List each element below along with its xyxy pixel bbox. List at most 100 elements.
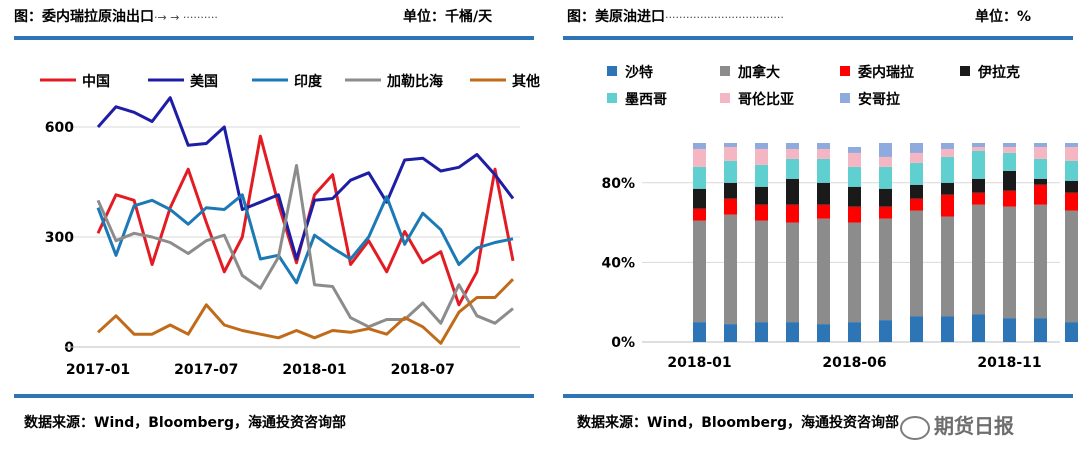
- stacked-bar-segment: [910, 162, 923, 185]
- stacked-bar-segment: [817, 148, 830, 159]
- stacked-bar-segment: [879, 188, 892, 207]
- legend-label: 加拿大: [737, 64, 780, 81]
- stacked-bar-segment: [1003, 206, 1016, 319]
- stacked-bar-segment: [1065, 192, 1078, 211]
- left-chart-unit: 单位：千桶/天: [403, 9, 493, 25]
- stacked-bar-segment: [724, 198, 737, 215]
- stacked-bar-segment: [972, 204, 985, 315]
- stacked-bar-segment: [972, 192, 985, 205]
- y-tick-label: 80%: [601, 176, 635, 192]
- stacked-bar-segment: [693, 148, 706, 167]
- stacked-bar-segment: [1034, 158, 1047, 179]
- stacked-bar-segment: [1003, 152, 1016, 171]
- stacked-bar-segment: [755, 220, 768, 323]
- legend-swatch: [607, 66, 617, 76]
- stacked-bar-segment: [755, 204, 768, 221]
- stacked-bar-segment: [1034, 146, 1047, 159]
- legend-label: 伊拉克: [977, 64, 1020, 81]
- stacked-bar-segment: [941, 182, 954, 195]
- stacked-bar-segment: [1065, 322, 1078, 342]
- stacked-bar-segment: [848, 186, 861, 207]
- stacked-bar-segment: [1034, 318, 1047, 342]
- stacked-bar-segment: [786, 148, 799, 159]
- series-line: [96, 164, 514, 329]
- left-title-rule: [14, 36, 534, 40]
- watermark-logo: 期货日报: [900, 410, 1014, 440]
- stacked-bar-segment: [1034, 204, 1047, 319]
- y-tick-label: 40%: [601, 255, 635, 271]
- stacked-bar-segment: [817, 204, 830, 219]
- stacked-bar-segment: [693, 143, 706, 149]
- stacked-bar-segment: [817, 158, 830, 183]
- y-tick-label: 0: [64, 340, 74, 356]
- stacked-bar-segment: [941, 143, 954, 149]
- stacked-bar-segment: [724, 182, 737, 199]
- stacked-bar-segment: [1003, 170, 1016, 191]
- stacked-bar-segment: [910, 152, 923, 163]
- legend-label: 美国: [190, 73, 218, 90]
- stacked-bar-segment: [1065, 160, 1078, 181]
- stacked-bar-segment: [848, 152, 861, 167]
- left-bottom-rule: [14, 394, 534, 398]
- legend-swatch: [840, 93, 850, 103]
- stacked-bar-segment: [693, 220, 706, 323]
- stacked-bar-segment: [755, 143, 768, 149]
- stacked-bar-segment: [817, 324, 830, 342]
- stacked-bar-segment: [848, 166, 861, 187]
- stacked-bar-segment: [910, 316, 923, 342]
- right-chart-title: 图：美原油进口·································…: [567, 9, 784, 25]
- stacked-bar-segment: [972, 150, 985, 179]
- stacked-bar-segment: [1034, 184, 1047, 205]
- stacked-bar-segment: [786, 204, 799, 223]
- stacked-bar-segment: [1065, 146, 1078, 161]
- stacked-bar-segment: [879, 156, 892, 167]
- stacked-bar-segment: [910, 198, 923, 211]
- right-chart-unit: 单位：%: [975, 9, 1032, 25]
- stacked-bar-segment: [972, 143, 985, 147]
- x-tick-label: 2018-01: [667, 355, 731, 371]
- stacked-bar-segment: [755, 148, 768, 165]
- stacked-bar-segment: [941, 156, 954, 183]
- stacked-bar-segment: [755, 164, 768, 187]
- stacked-bar-segment: [817, 182, 830, 205]
- legend-label: 沙特: [625, 64, 653, 81]
- stacked-bar-segment: [879, 320, 892, 342]
- legend-swatch: [960, 66, 970, 76]
- stacked-bar-segment: [941, 194, 954, 217]
- right-stacked-bar-chart: 0% 40% 80% 2018-01 2018-06 2018-11 沙特 加拿大 委内瑞拉 伊拉…: [601, 64, 1078, 371]
- stacked-bar-segment: [1065, 210, 1078, 323]
- series-line: [96, 193, 514, 285]
- stacked-bar-segment: [972, 178, 985, 193]
- stacked-bar-segment: [786, 222, 799, 323]
- stacked-bar-segment: [848, 322, 861, 342]
- stacked-bar-segment: [972, 314, 985, 342]
- legend-label: 哥伦比亚: [738, 91, 794, 108]
- stacked-bar-segment: [786, 143, 799, 149]
- stacked-bar-segment: [693, 322, 706, 342]
- right-bottom-rule: [563, 394, 1073, 398]
- right-title-rule: [563, 36, 1073, 40]
- legend-swatch: [720, 93, 730, 103]
- stacked-bar-segment: [1003, 146, 1016, 153]
- stacked-bar-segment: [724, 143, 737, 147]
- stacked-bar-segment: [724, 214, 737, 325]
- stacked-bar-segment: [1034, 178, 1047, 185]
- x-tick-label: 2018-11: [977, 355, 1041, 371]
- x-tick-label: 2018-07: [391, 362, 455, 378]
- x-tick-label: 2017-01: [66, 362, 130, 378]
- legend-swatch: [840, 66, 850, 76]
- stacked-bar-segment: [941, 316, 954, 342]
- stacked-bar-segment: [910, 184, 923, 199]
- stacked-bar-segment: [941, 216, 954, 317]
- legend-label: 印度: [294, 73, 323, 90]
- stacked-bar-segment: [1034, 143, 1047, 147]
- legend-label: 加勒比海: [386, 73, 443, 90]
- x-tick-label: 2018-06: [822, 355, 886, 371]
- y-tick-label: 0%: [611, 335, 635, 351]
- stacked-bar-segment: [1003, 318, 1016, 342]
- stacked-bar-segment: [910, 210, 923, 317]
- stacked-bar-segment: [755, 186, 768, 205]
- legend-label: 中国: [82, 73, 110, 90]
- legend-swatch: [720, 66, 730, 76]
- left-chart-title: 图：委内瑞拉原油出口·→ → ··········: [14, 9, 218, 25]
